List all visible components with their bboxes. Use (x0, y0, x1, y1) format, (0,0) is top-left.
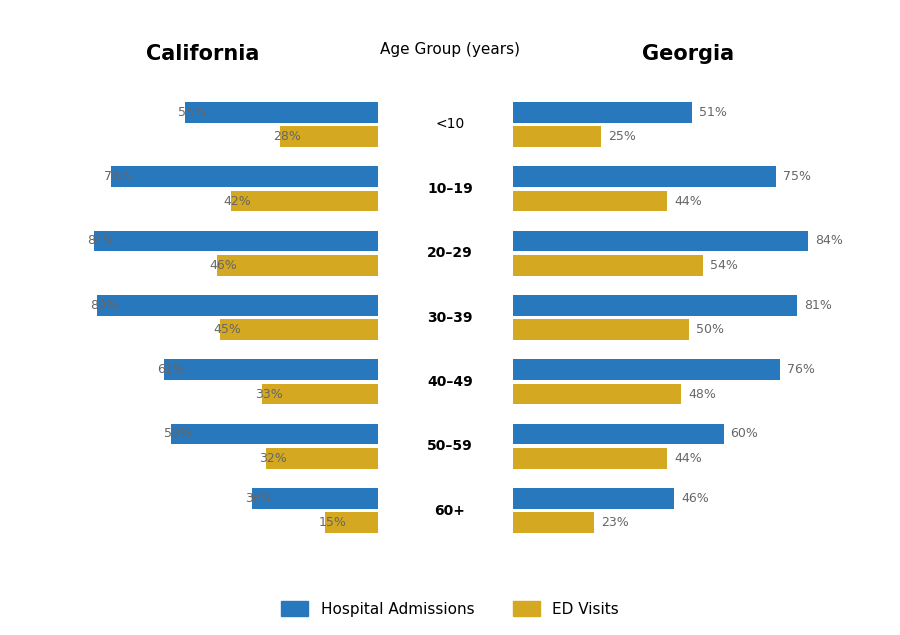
Text: 60%: 60% (731, 427, 759, 441)
Bar (513, 319, 688, 340)
Text: 23%: 23% (601, 516, 628, 529)
Bar (513, 231, 808, 251)
Bar (513, 359, 779, 380)
Text: Age Group (years): Age Group (years) (380, 42, 520, 57)
Text: 61%: 61% (157, 363, 184, 376)
Bar (513, 295, 797, 316)
Text: 33%: 33% (256, 387, 283, 401)
Text: 45%: 45% (213, 323, 241, 336)
Text: 15%: 15% (319, 516, 346, 529)
Bar (171, 424, 378, 444)
Text: 60+: 60+ (435, 504, 465, 518)
Text: 42%: 42% (223, 194, 251, 208)
Bar (513, 190, 668, 211)
Text: 75%: 75% (783, 170, 811, 183)
Bar (513, 512, 594, 533)
Bar (513, 166, 776, 187)
Legend: Hospital Admissions, ED Visits: Hospital Admissions, ED Visits (274, 593, 626, 624)
Bar (97, 295, 378, 316)
Text: 28%: 28% (273, 130, 301, 143)
Text: <10: <10 (436, 117, 464, 131)
Bar (262, 384, 378, 404)
Bar (280, 126, 378, 147)
Text: 46%: 46% (681, 492, 709, 505)
Text: 76%: 76% (787, 363, 814, 376)
Bar (217, 255, 378, 276)
Text: 50–59: 50–59 (428, 439, 473, 453)
Text: 25%: 25% (608, 130, 635, 143)
Text: 81%: 81% (805, 299, 832, 312)
Text: 48%: 48% (688, 387, 716, 401)
Bar (252, 488, 378, 509)
Bar (513, 424, 724, 444)
Bar (513, 488, 674, 509)
Text: 36%: 36% (245, 492, 273, 505)
Text: 30–39: 30–39 (428, 311, 473, 324)
Text: 40–49: 40–49 (428, 375, 473, 389)
Bar (185, 102, 378, 123)
Text: 44%: 44% (674, 452, 702, 465)
Title: Georgia: Georgia (643, 44, 734, 64)
Text: 59%: 59% (164, 427, 192, 441)
Text: 10–19: 10–19 (428, 182, 473, 196)
Bar (513, 448, 668, 469)
Bar (230, 190, 378, 211)
Bar (112, 166, 378, 187)
Bar (513, 255, 703, 276)
Text: 32%: 32% (258, 452, 286, 465)
Bar (513, 384, 681, 404)
Text: 80%: 80% (90, 299, 118, 312)
Text: 20–29: 20–29 (428, 246, 473, 260)
Bar (164, 359, 378, 380)
Bar (220, 319, 378, 340)
Text: 50%: 50% (696, 323, 724, 336)
Text: 44%: 44% (674, 194, 702, 208)
Text: 81%: 81% (86, 234, 114, 248)
Text: 51%: 51% (699, 106, 727, 119)
Bar (326, 512, 378, 533)
Bar (513, 126, 601, 147)
Bar (513, 102, 692, 123)
Bar (94, 231, 378, 251)
Bar (266, 448, 378, 469)
Text: 84%: 84% (814, 234, 842, 248)
Text: 76%: 76% (104, 170, 132, 183)
Text: 55%: 55% (178, 106, 206, 119)
Title: California: California (146, 44, 259, 64)
Text: 54%: 54% (709, 259, 737, 272)
Text: 46%: 46% (210, 259, 238, 272)
